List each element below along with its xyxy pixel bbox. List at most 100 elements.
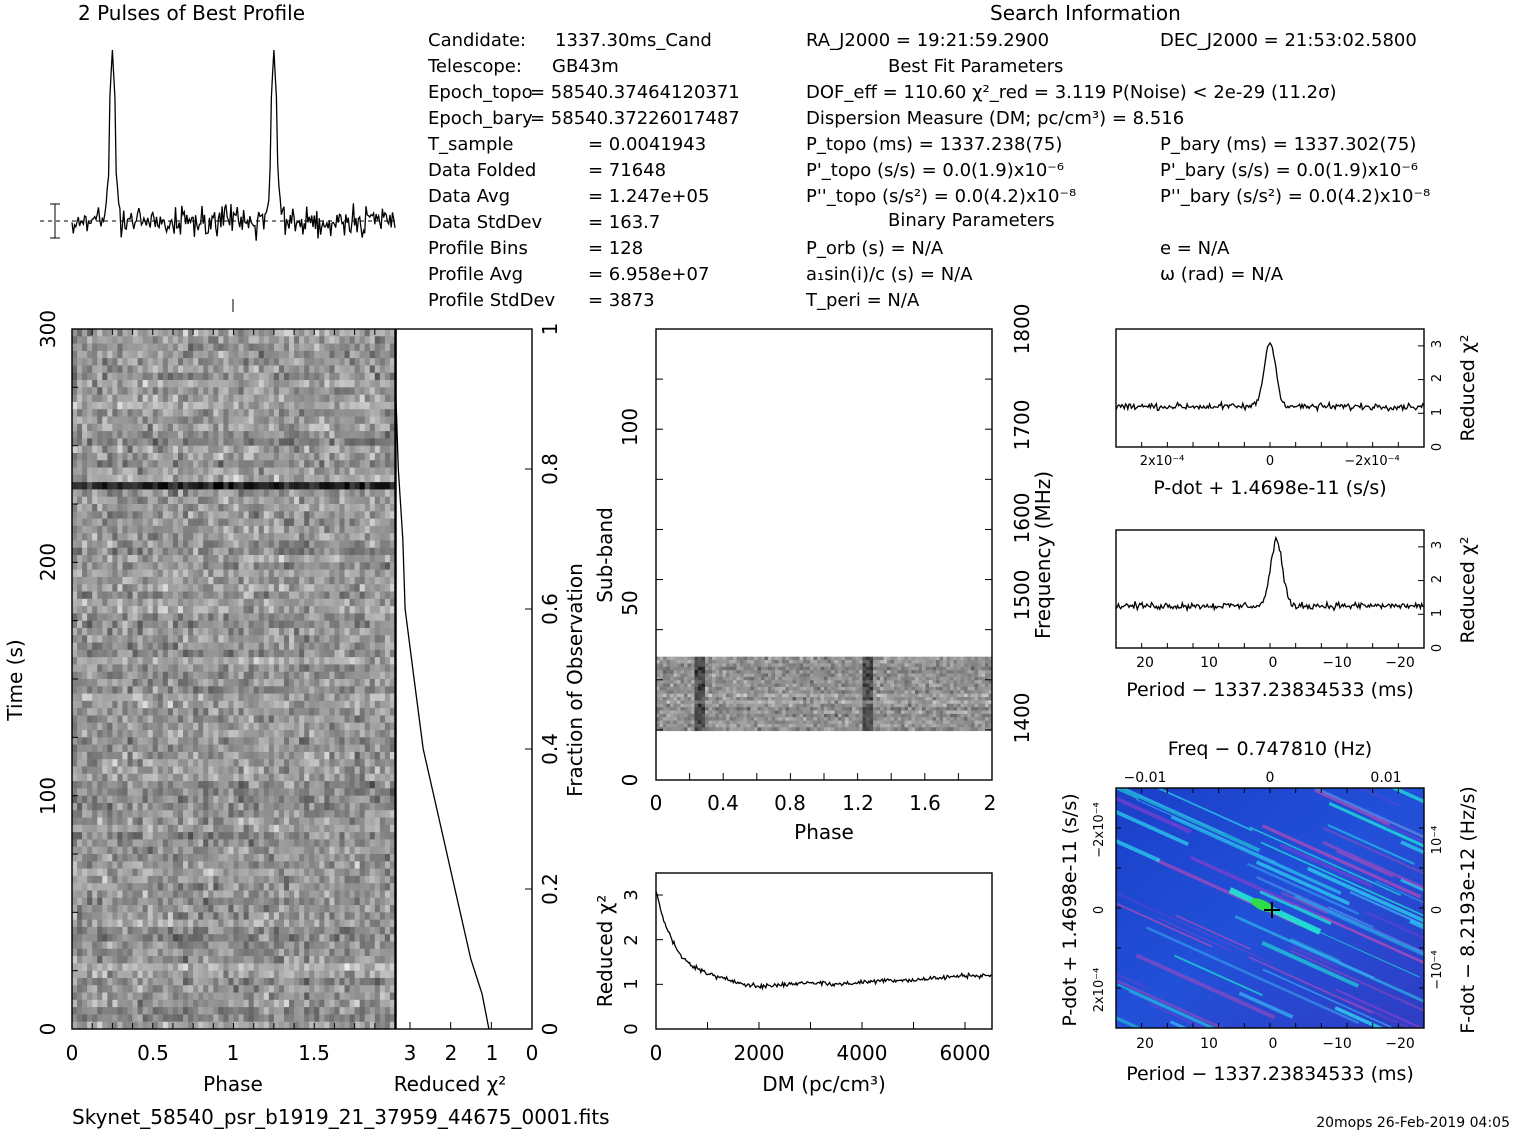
- time-phase-cell: [349, 715, 356, 724]
- time-phase-cell: [228, 460, 234, 468]
- time-phase-cell: [177, 613, 184, 622]
- time-phase-cell: [193, 744, 199, 753]
- time-phase-cell: [324, 657, 330, 665]
- time-phase-cell: [334, 773, 340, 782]
- time-phase-cell: [208, 591, 214, 600]
- time-phase-cell: [132, 482, 139, 490]
- time-phase-cell: [354, 555, 361, 563]
- time-phase-cell: [193, 540, 199, 549]
- time-phase-cell: [137, 343, 144, 352]
- time-phase-cell: [324, 562, 330, 571]
- time-phase-cell: [314, 460, 320, 468]
- time-phase-cell: [314, 518, 320, 527]
- time-phase-cell: [77, 722, 83, 731]
- time-phase-cell: [142, 839, 149, 848]
- time-phase-cell: [203, 358, 209, 366]
- time-phase-cell: [299, 635, 305, 643]
- time-phase-cell: [167, 445, 174, 454]
- time-phase-cell: [263, 751, 270, 760]
- time-phase-cell: [228, 431, 234, 439]
- time-phase-cell: [273, 846, 280, 855]
- time-phase-cell: [117, 890, 123, 899]
- time-phase-cell: [82, 810, 88, 818]
- time-phase-cell: [253, 649, 260, 658]
- time-phase-cell: [172, 627, 179, 636]
- time-phase-cell: [177, 737, 184, 746]
- time-phase-cell: [268, 751, 275, 760]
- time-phase-cell: [233, 766, 239, 775]
- time-phase-cell: [193, 431, 199, 439]
- time-phase-cell: [354, 708, 361, 716]
- time-phase-cell: [208, 401, 214, 410]
- time-phase-cell: [162, 525, 169, 534]
- time-phase-cell: [349, 627, 356, 636]
- time-phase-cell: [142, 846, 149, 855]
- time-phase-cell: [208, 708, 214, 716]
- time-phase-cell: [359, 372, 366, 381]
- time-phase-cell: [273, 372, 280, 381]
- time-phase-cell: [117, 511, 123, 519]
- time-phase-cell: [283, 868, 290, 877]
- time-phase-cell: [183, 635, 189, 643]
- time-phase-cell: [177, 693, 184, 702]
- time-phase-cell: [359, 832, 366, 840]
- time-phase-cell: [243, 846, 250, 855]
- time-phase-cell: [97, 824, 103, 833]
- time-phase-cell: [213, 810, 219, 818]
- time-phase-cell: [278, 416, 285, 425]
- time-phase-cell: [213, 839, 219, 848]
- time-phase-cell: [87, 657, 93, 665]
- time-phase-cell: [132, 657, 139, 665]
- time-phase-cell: [223, 635, 229, 643]
- time-phase-cell: [132, 788, 139, 797]
- time-phase-cell: [374, 846, 381, 855]
- time-phase-cell: [339, 416, 345, 425]
- time-phase-cell: [188, 547, 194, 556]
- time-phase-cell: [172, 452, 179, 461]
- time-phase-cell: [127, 854, 133, 862]
- time-phase-cell: [193, 438, 199, 447]
- time-phase-cell: [283, 751, 290, 760]
- time-phase-cell: [359, 387, 366, 396]
- time-phase-cell: [127, 671, 133, 680]
- time-phase-cell: [172, 875, 179, 884]
- time-phase-cell: [112, 883, 118, 891]
- time-phase-cell: [102, 474, 108, 483]
- time-phase-cell: [299, 700, 305, 709]
- time-phase-cell: [379, 832, 386, 840]
- time-phase-cell: [278, 883, 285, 891]
- time-phase-cell: [77, 547, 83, 556]
- time-phase-cell: [299, 409, 305, 417]
- time-phase-cell: [314, 547, 320, 556]
- time-phase-cell: [233, 431, 239, 439]
- time-phase-cell: [157, 525, 164, 534]
- time-phase-cell: [334, 343, 340, 352]
- time-phase-cell: [253, 839, 260, 848]
- time-phase-cell: [213, 511, 219, 519]
- time-phase-cell: [369, 686, 376, 694]
- time-phase-cell: [172, 569, 179, 578]
- time-phase-cell: [268, 452, 275, 461]
- time-phase-cell: [233, 817, 239, 826]
- time-phase-cell: [374, 525, 381, 534]
- time-phase-cell: [82, 380, 88, 388]
- time-phase-cell: [87, 467, 93, 476]
- time-phase-cell: [389, 525, 395, 534]
- time-phase-cell: [379, 489, 386, 498]
- time-phase-cell: [294, 861, 300, 869]
- time-phase-cell: [183, 773, 189, 782]
- time-phase-cell: [389, 343, 395, 352]
- time-phase-cell: [223, 708, 229, 716]
- time-phase-cell: [203, 700, 209, 709]
- time-phase-cell: [324, 627, 330, 636]
- time-phase-cell: [283, 431, 290, 439]
- time-phase-cell: [87, 329, 93, 337]
- time-phase-cell: [304, 649, 310, 658]
- time-phase-cell: [233, 562, 239, 571]
- time-phase-cell: [253, 700, 260, 709]
- time-phase-cell: [142, 540, 149, 549]
- time-phase-cell: [72, 394, 78, 403]
- time-phase-cell: [82, 802, 88, 811]
- time-phase-cell: [384, 416, 391, 425]
- time-phase-cell: [349, 409, 356, 417]
